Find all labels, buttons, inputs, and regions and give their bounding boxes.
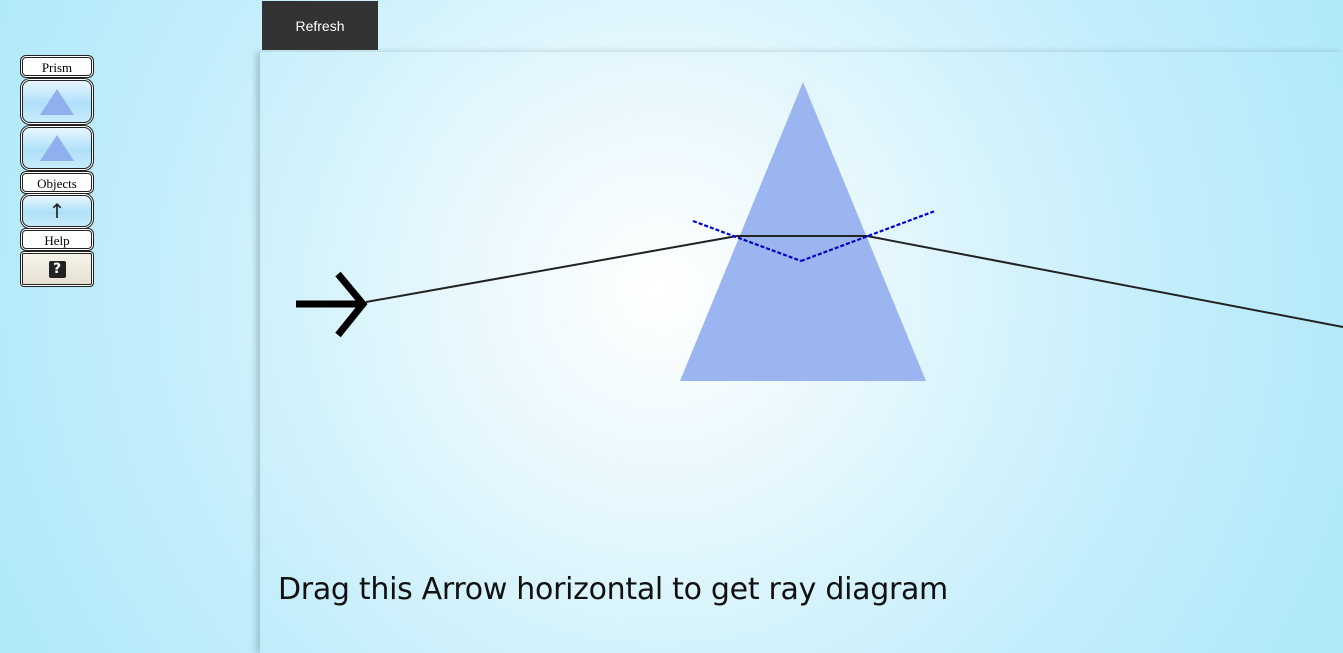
question-mark-icon: ? bbox=[48, 260, 66, 278]
up-arrow-icon: ↑ bbox=[48, 199, 66, 223]
help-section-label: Help bbox=[22, 230, 92, 249]
prism[interactable] bbox=[680, 82, 926, 381]
prism-section-label: Prism bbox=[22, 57, 92, 76]
normal-line-left bbox=[692, 219, 802, 263]
refresh-button[interactable]: Refresh bbox=[262, 1, 378, 50]
incident-ray bbox=[365, 235, 738, 303]
triangle-prism-icon bbox=[40, 88, 74, 115]
sidebar: Prism Objects ↑ Help ? bbox=[0, 0, 258, 653]
instruction-text: Drag this Arrow horizontal to get ray di… bbox=[278, 572, 948, 607]
emergent-ray bbox=[866, 235, 1343, 328]
help-button[interactable]: ? bbox=[22, 253, 92, 285]
objects-section-label: Objects bbox=[22, 173, 92, 192]
triangle-prism-icon bbox=[40, 135, 74, 161]
arrow-object-tool-button[interactable]: ↑ bbox=[22, 195, 92, 227]
draggable-arrow-object[interactable] bbox=[296, 271, 368, 338]
prism-tool-1-button[interactable] bbox=[22, 80, 92, 123]
question-mark-glyph: ? bbox=[52, 260, 62, 277]
prism-tool-2-button[interactable] bbox=[22, 127, 92, 169]
